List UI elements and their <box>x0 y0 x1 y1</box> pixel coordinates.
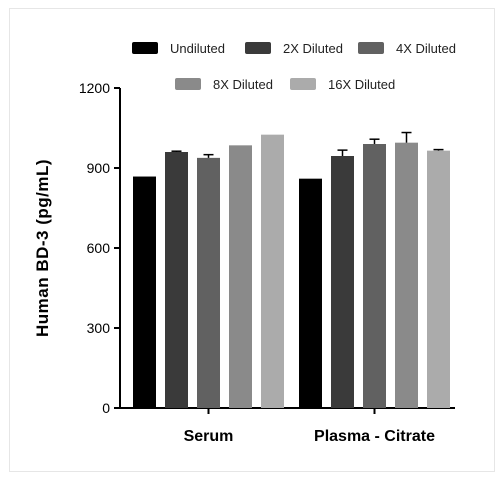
y-tick-label: 0 <box>102 400 110 416</box>
y-tick-label: 900 <box>87 160 111 176</box>
x-category-label: Serum <box>184 428 234 445</box>
legend-swatch <box>132 42 158 54</box>
x-axis: Serum Plasma - Citrate <box>120 407 455 445</box>
bar <box>395 142 418 408</box>
legend-label: 8X Diluted <box>213 77 273 92</box>
bar <box>133 176 156 408</box>
y-tick-label: 1200 <box>79 80 110 96</box>
legend-label: 16X Diluted <box>328 77 395 92</box>
y-tick-label: 600 <box>87 240 111 256</box>
legend-swatch <box>358 42 384 54</box>
bar <box>165 152 188 408</box>
bar <box>229 145 252 409</box>
y-axis: 0 300 600 900 1200 <box>79 80 121 416</box>
bar <box>427 150 450 408</box>
bar <box>197 157 220 408</box>
y-tick-label: 300 <box>87 320 111 336</box>
legend-label: 2X Diluted <box>283 41 343 56</box>
legend-label: Undiluted <box>170 41 225 56</box>
legend: Undiluted 2X Diluted 4X Diluted 8X Diluted 1… <box>132 41 456 92</box>
legend-swatch <box>245 42 271 54</box>
bars <box>133 131 450 409</box>
legend-swatch <box>290 78 316 90</box>
y-axis-label: Human BD-3 (pg/mL) <box>33 159 52 337</box>
legend-swatch <box>175 78 201 90</box>
bar <box>331 156 354 408</box>
x-category-label: Plasma - Citrate <box>314 428 435 445</box>
bar <box>299 178 322 408</box>
bar <box>261 134 284 408</box>
bar <box>363 144 386 408</box>
legend-label: 4X Diluted <box>396 41 456 56</box>
